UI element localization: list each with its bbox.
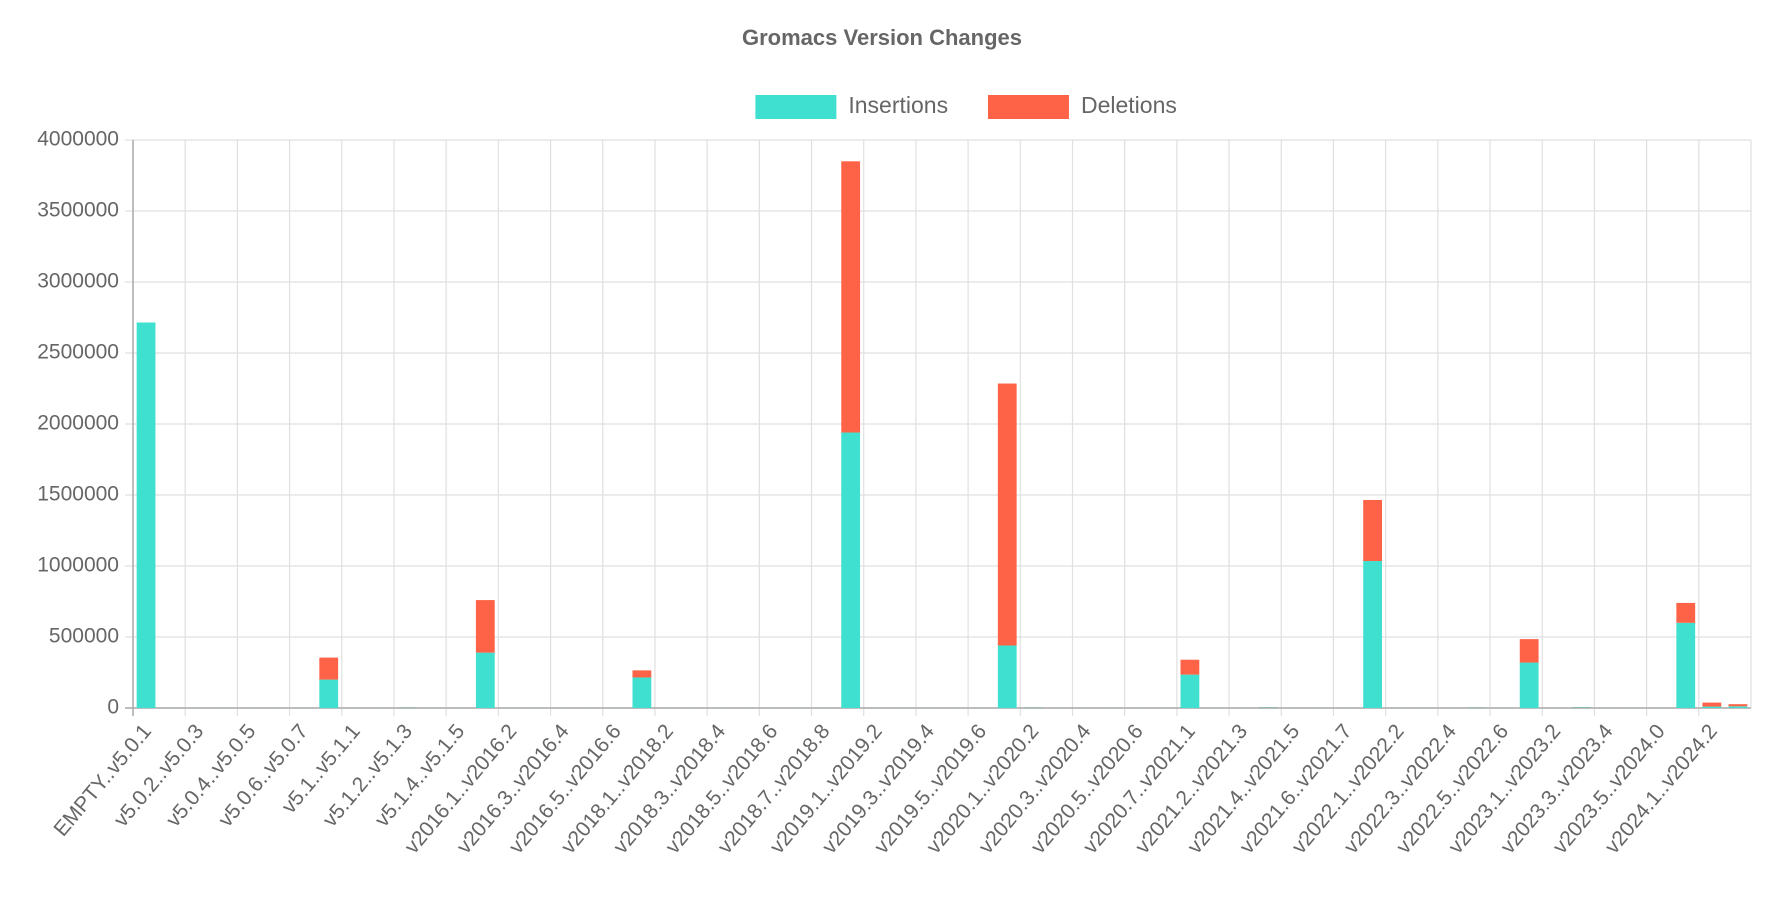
bar-segment: [1258, 707, 1278, 708]
bar-segment: [475, 600, 495, 653]
y-tick-label: 3000000: [37, 270, 119, 293]
legend-label: Insertions: [848, 92, 948, 118]
bar-segment: [841, 432, 861, 708]
bar-segment: [632, 670, 652, 678]
y-tick-label: 2000000: [37, 412, 119, 435]
bar-segment: [475, 652, 495, 708]
bar-segment: [1180, 659, 1200, 675]
bar-segment: [997, 383, 1017, 646]
bar-segment: [1702, 706, 1722, 708]
bar-segment: [1702, 702, 1722, 707]
y-tick-label: 500000: [49, 625, 119, 648]
y-tick-label: 2500000: [37, 341, 119, 364]
bar-segment: [1676, 622, 1696, 708]
bar-segment: [1180, 674, 1200, 708]
y-tick-label: 4000000: [37, 128, 119, 151]
bar-segment: [841, 161, 861, 433]
bar-segment: [1728, 706, 1748, 708]
legend-swatch: [987, 95, 1069, 119]
bar-segment: [1676, 602, 1696, 623]
legend-label: Deletions: [1081, 92, 1177, 118]
bar-segment: [997, 645, 1017, 708]
bar-segment: [1519, 662, 1539, 708]
y-tick-label: 3500000: [37, 199, 119, 222]
bar-segment: [1519, 639, 1539, 663]
legend-swatch: [755, 95, 837, 119]
y-tick-label: 1500000: [37, 483, 119, 506]
y-tick-label: 0: [107, 696, 119, 719]
bar-segment: [1363, 499, 1382, 562]
bar-segment: [1728, 704, 1748, 707]
bar-segment: [1363, 561, 1382, 708]
bar-segment: [632, 677, 652, 708]
bar-segment: [319, 679, 339, 708]
bar-segment: [136, 322, 156, 708]
bar-segment: [1571, 707, 1591, 708]
chart-title: Gromacs Version Changes: [742, 25, 1022, 50]
y-tick-label: 1000000: [37, 554, 119, 577]
bar-segment: [319, 657, 339, 680]
